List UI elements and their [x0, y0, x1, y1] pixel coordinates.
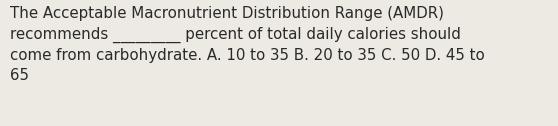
Text: The Acceptable Macronutrient Distribution Range (AMDR)
recommends _________ perc: The Acceptable Macronutrient Distributio… [10, 6, 485, 83]
